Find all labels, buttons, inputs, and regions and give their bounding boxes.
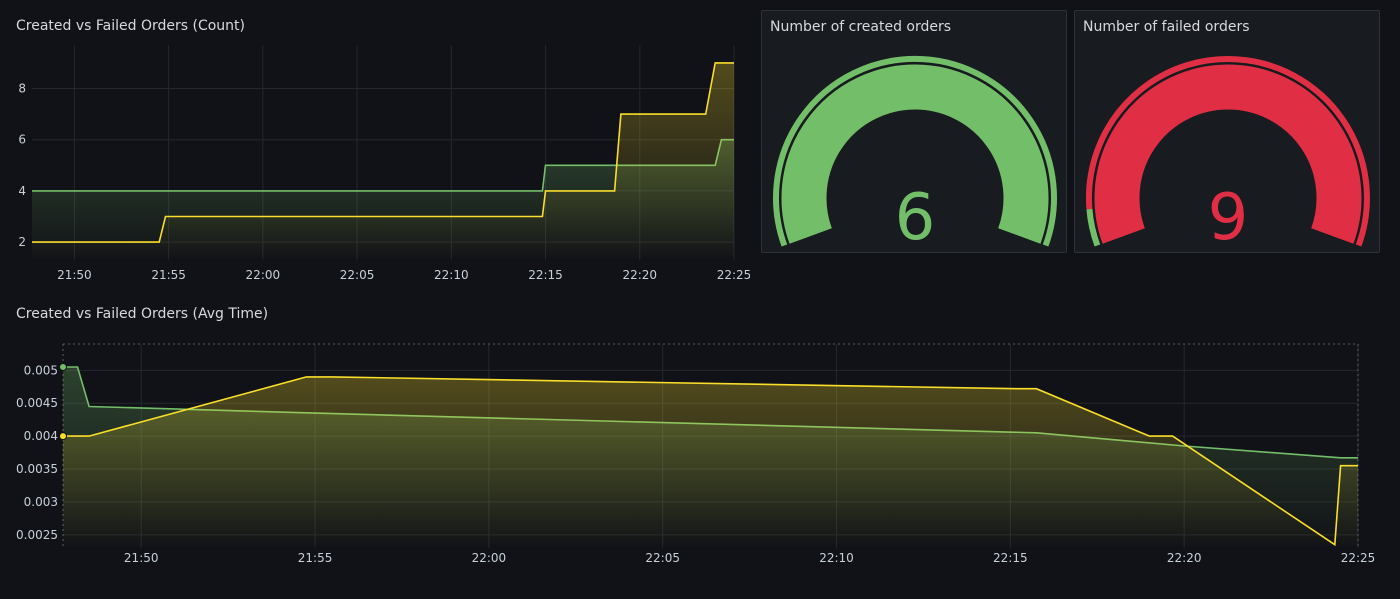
x-tick-label: 22:10	[434, 268, 469, 282]
gauge-value: 6	[895, 181, 936, 254]
y-tick-label: 8	[18, 82, 26, 96]
x-tick-label: 21:50	[124, 551, 159, 565]
created-orders-panel[interactable]: Number of created orders 6	[761, 10, 1067, 254]
series-line-1[interactable]	[63, 376, 1358, 547]
x-tick-label: 22:25	[717, 268, 750, 282]
x-tick-label: 21:50	[57, 268, 92, 282]
failed-gauge-title: Number of failed orders	[1083, 19, 1250, 35]
y-tick-label: 0.0035	[16, 462, 58, 476]
gauge-threshold-base	[1086, 208, 1101, 247]
x-tick-label: 22:15	[993, 551, 1028, 565]
y-tick-label: 6	[18, 133, 26, 147]
count-chart[interactable]: 21:50 21:55 22:00 22:05 22:10 22:15 22:20 22:25…	[0, 40, 750, 290]
x-tick-label: 21:55	[298, 551, 333, 565]
series-start-point-1[interactable]	[59, 432, 67, 441]
x-tick-label: 22:25	[1341, 551, 1376, 565]
failed-orders-panel[interactable]: Number of failed orders 9	[1074, 10, 1380, 254]
avg-time-chart-title: Created vs Failed Orders (Avg Time)	[16, 306, 269, 322]
x-tick-label: 22:20	[622, 268, 657, 282]
series-area-1	[63, 376, 1358, 548]
created-gauge-title: Number of created orders	[770, 19, 952, 35]
series-line-1[interactable]	[32, 62, 734, 243]
x-tick-label: 22:20	[1167, 551, 1202, 565]
y-tick-label: 0.0045	[16, 396, 58, 410]
x-tick-label: 22:00	[246, 268, 281, 282]
x-tick-label: 22:05	[645, 551, 680, 565]
y-tick-label: 2	[18, 235, 26, 249]
y-tick-label: 0.004	[24, 429, 58, 443]
gauge-threshold-band	[1085, 56, 1370, 247]
gauge-value-arc	[1094, 64, 1362, 244]
y-tick-label: 0.0025	[16, 528, 58, 542]
gauge-separator	[777, 60, 1053, 246]
series-area-1	[32, 62, 734, 261]
gauge-value-arc	[781, 64, 1049, 244]
avg-time-chart[interactable]: 21:50 21:55 22:00 22:05 22:10 22:15 22:20 22:25…	[0, 330, 1400, 599]
gauge-value: 9	[1208, 181, 1249, 254]
y-tick-label: 0.003	[24, 495, 58, 509]
series-start-point-0[interactable]	[59, 363, 67, 372]
created-orders-gauge: 6	[773, 55, 1057, 254]
x-tick-label: 22:00	[472, 551, 507, 565]
x-tick-label: 22:15	[528, 268, 563, 282]
count-chart-title: Created vs Failed Orders (Count)	[16, 18, 245, 34]
failed-orders-gauge: 9	[1085, 56, 1370, 254]
y-tick-label: 4	[18, 184, 26, 198]
gauge-threshold-band	[773, 55, 1057, 247]
y-tick-label: 0.005	[24, 363, 58, 377]
x-tick-label: 22:10	[819, 551, 854, 565]
x-tick-label: 21:55	[151, 268, 186, 282]
x-tick-label: 22:05	[340, 268, 375, 282]
